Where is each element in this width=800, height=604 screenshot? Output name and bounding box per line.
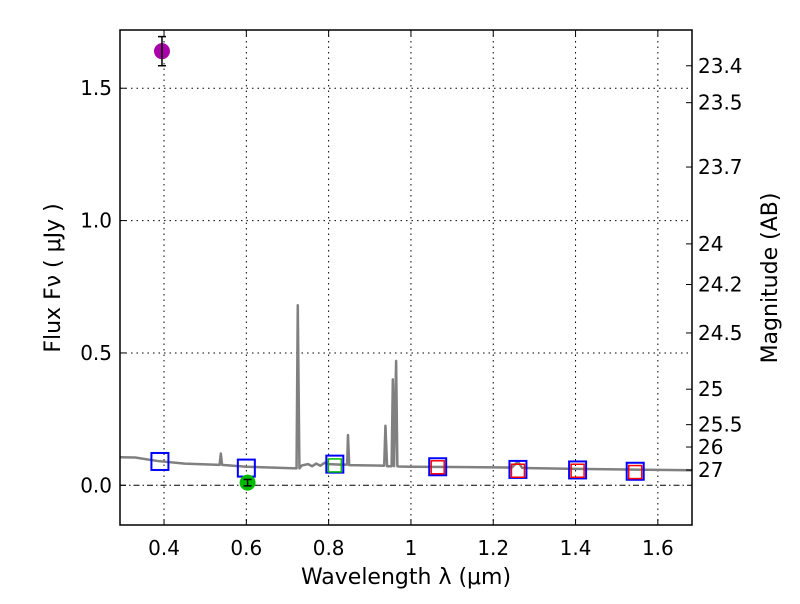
right-tick-label: 27 bbox=[698, 458, 723, 482]
nir-photometry-square bbox=[430, 460, 445, 475]
spectrum-line bbox=[119, 304, 693, 472]
nir-photometry-square bbox=[510, 463, 526, 478]
x-tick-label: 0.4 bbox=[148, 536, 180, 560]
x-tick-label: 1.4 bbox=[560, 536, 592, 560]
y-tick-label: 0.0 bbox=[80, 473, 112, 497]
y-tick-label: 0.5 bbox=[80, 341, 112, 365]
y-tick-label: 1.0 bbox=[80, 209, 112, 233]
z-photometry-square bbox=[327, 458, 343, 473]
right-tick-label: 23.5 bbox=[698, 91, 743, 115]
y-axis-label: Flux Fν ( μJy ) bbox=[41, 203, 66, 352]
right-tick-label: 24 bbox=[698, 232, 723, 256]
right-tick-label: 26 bbox=[698, 435, 723, 459]
x-tick-label: 1 bbox=[405, 536, 418, 560]
plot-frame bbox=[119, 29, 693, 526]
x-tick-label: 0.8 bbox=[313, 536, 345, 560]
model-photometry-square bbox=[625, 461, 645, 481]
x-axis-label: Wavelength λ (μm) bbox=[301, 565, 511, 590]
right-tick-label: 23.7 bbox=[698, 155, 743, 179]
right-tick-label: 25 bbox=[698, 377, 723, 401]
model-photometry-square bbox=[568, 460, 588, 480]
right-tick-label: 24.5 bbox=[698, 321, 743, 345]
x-tick-label: 1.6 bbox=[642, 536, 674, 560]
x-tick-label: 1.2 bbox=[477, 536, 509, 560]
nir-photometry-square bbox=[570, 463, 585, 478]
right-tick-label: 24.2 bbox=[698, 272, 743, 296]
right-tick-label: 25.5 bbox=[698, 413, 743, 437]
model-photometry-square bbox=[150, 451, 170, 471]
series bbox=[119, 35, 693, 491]
right-axis-label: Magnitude (AB) bbox=[758, 193, 783, 364]
model-photometry-square bbox=[428, 457, 448, 477]
right-tick-label: 23.4 bbox=[698, 54, 743, 78]
y-tick-label: 1.5 bbox=[80, 76, 112, 100]
grid bbox=[120, 30, 692, 525]
nir-photometry-square bbox=[627, 464, 643, 480]
ticks: 0.4 0.6 0.8 1 1.2 1.4 1.6 0.0 0.5 1.0 1.5 23.4 23.5 2… bbox=[80, 30, 743, 560]
x-tick-label: 0.6 bbox=[230, 536, 262, 560]
